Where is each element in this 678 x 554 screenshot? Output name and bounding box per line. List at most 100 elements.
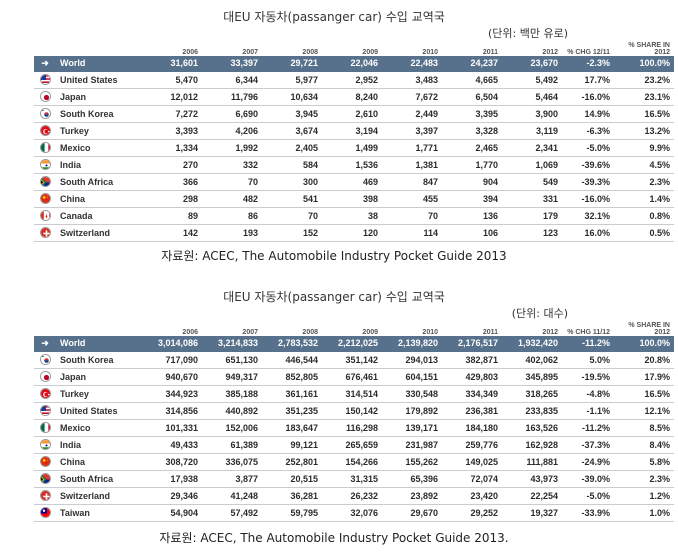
table-cell: 89 xyxy=(142,207,202,225)
country-name: South Korea xyxy=(56,351,142,369)
table-cell: 16.0% xyxy=(562,224,614,242)
table-row: Turkey 344,923 385,188 361,161 314,514 330,54… xyxy=(34,385,674,403)
table-row: South Korea 7,272 6,690 3,945 2,610 2,449 3,39… xyxy=(34,105,674,123)
country-name: Turkey xyxy=(56,385,142,403)
table-cell: 717,090 xyxy=(142,351,202,369)
table-cell: 86 xyxy=(202,207,262,225)
table-cell: 22,046 xyxy=(322,56,382,72)
table-cell: 32,076 xyxy=(322,504,382,522)
cn-flag-icon xyxy=(34,453,56,471)
table-cell: -24.9% xyxy=(562,453,614,471)
table-row: Japan 940,670 949,317 852,805 676,461 604,151… xyxy=(34,368,674,386)
table-cell: 57,492 xyxy=(202,504,262,522)
ca-flag-icon xyxy=(34,207,56,225)
table-cell: 334,349 xyxy=(442,385,502,403)
world-total-row: ➜ World 3,014,086 3,214,833 2,783,532 2,212,… xyxy=(34,336,674,352)
column-header: 2010 xyxy=(422,329,438,336)
column-header: % CHG 11/12 xyxy=(567,329,610,336)
table-cell: 54,904 xyxy=(142,504,202,522)
table-cell: -39.6% xyxy=(562,156,614,174)
table-row: South Africa 366 70 300 469 847 904 549 -39.3% 2.… xyxy=(34,173,674,191)
table-cell: 5,492 xyxy=(502,71,562,89)
table-cell: 336,075 xyxy=(202,453,262,471)
table-cell: 23.1% xyxy=(614,88,674,106)
table-cell: 398 xyxy=(322,190,382,208)
table-cell: 366 xyxy=(142,173,202,191)
table-cell: -16.0% xyxy=(562,190,614,208)
table-cell: 5,977 xyxy=(262,71,322,89)
table-cell: 3,194 xyxy=(322,122,382,140)
table-cell: 31,601 xyxy=(142,56,202,72)
table-cell: 344,923 xyxy=(142,385,202,403)
table-row: United States 5,470 6,344 5,977 2,952 3,483 4,… xyxy=(34,71,674,89)
table-cell: 5,464 xyxy=(502,88,562,106)
table-cell: 32.1% xyxy=(562,207,614,225)
table-cell: 3,214,833 xyxy=(202,336,262,352)
table-cell: -16.0% xyxy=(562,88,614,106)
table-cell: 193 xyxy=(202,224,262,242)
table-cell: 163,526 xyxy=(502,419,562,437)
column-header: 2009 xyxy=(362,49,378,56)
table-cell: 20.8% xyxy=(614,351,674,369)
table-cell: -2.3% xyxy=(562,56,614,72)
table-cell: 100.0% xyxy=(614,336,674,352)
table-cell: 8.5% xyxy=(614,419,674,437)
table-cell: 17.9% xyxy=(614,368,674,386)
table-cell: 179 xyxy=(502,207,562,225)
table-cell: 49,433 xyxy=(142,436,202,454)
import-value-table: 2006 2007 2008 2009 2010 2011 2012 % CHG 12/11%… xyxy=(34,42,674,242)
table-cell: 318,265 xyxy=(502,385,562,403)
table-cell: -19.5% xyxy=(562,368,614,386)
table-row: Taiwan 54,904 57,492 59,795 32,076 29,670 29,2… xyxy=(34,504,674,522)
table-cell: 0.8% xyxy=(614,207,674,225)
unit-label: (단위: 백만 유로) xyxy=(487,27,568,40)
header-row: 2006 2007 2008 2009 2010 2011 2012 % CHG 12/11%… xyxy=(34,42,674,56)
table-cell: 61,389 xyxy=(202,436,262,454)
table-row: India 270 332 584 1,536 1,381 1,770 1,069 -39.6%… xyxy=(34,156,674,174)
table-cell: -11.2% xyxy=(562,419,614,437)
jp-flag-icon xyxy=(34,88,56,106)
column-header: 2008 xyxy=(302,329,318,336)
table-cell: 0.5% xyxy=(614,224,674,242)
table-cell: 541 xyxy=(262,190,322,208)
column-header: 2006 xyxy=(182,329,198,336)
country-name: India xyxy=(56,436,142,454)
table-cell: 139,171 xyxy=(382,419,442,437)
country-name: United States xyxy=(56,402,142,420)
table-cell: 152,006 xyxy=(202,419,262,437)
table-cell: 17.7% xyxy=(562,71,614,89)
table-cell: 3,014,086 xyxy=(142,336,202,352)
table-cell: 469 xyxy=(322,173,382,191)
table-cell: 70 xyxy=(202,173,262,191)
table-cell: 2,610 xyxy=(322,105,382,123)
table-cell: 29,721 xyxy=(262,56,322,72)
ch-flag-icon xyxy=(34,224,56,242)
us-flag-icon xyxy=(34,71,56,89)
table-cell: 5,470 xyxy=(142,71,202,89)
table-cell: 455 xyxy=(382,190,442,208)
table-cell: 308,720 xyxy=(142,453,202,471)
table-row: China 308,720 336,075 252,801 154,266 155,262… xyxy=(34,453,674,471)
table-cell: 2,176,517 xyxy=(442,336,502,352)
table-row: Japan 12,012 11,796 10,634 8,240 7,672 6,504 5,… xyxy=(34,88,674,106)
country-name: South Africa xyxy=(56,173,142,191)
table-cell: 9.9% xyxy=(614,139,674,157)
kr-flag-icon xyxy=(34,105,56,123)
table-cell: 330,548 xyxy=(382,385,442,403)
table-row: Mexico 1,334 1,992 2,405 1,499 1,771 2,465 2,34… xyxy=(34,139,674,157)
mx-flag-icon xyxy=(34,139,56,157)
table-cell: 252,801 xyxy=(262,453,322,471)
table-cell: 5.8% xyxy=(614,453,674,471)
table-cell: 676,461 xyxy=(322,368,382,386)
table-cell: 41,248 xyxy=(202,487,262,505)
table-row: India 49,433 61,389 99,121 265,659 231,987 259… xyxy=(34,436,674,454)
table-cell: 2.3% xyxy=(614,173,674,191)
country-name: India xyxy=(56,156,142,174)
table-cell: 43,973 xyxy=(502,470,562,488)
country-name: South Korea xyxy=(56,105,142,123)
table-row: United States 314,856 440,892 351,235 150,14… xyxy=(34,402,674,420)
table-cell: 402,062 xyxy=(502,351,562,369)
table-cell: 236,381 xyxy=(442,402,502,420)
table-row: Switzerland 142 193 152 120 114 106 123 16.0% 0.5… xyxy=(34,224,674,242)
table-cell: 38 xyxy=(322,207,382,225)
